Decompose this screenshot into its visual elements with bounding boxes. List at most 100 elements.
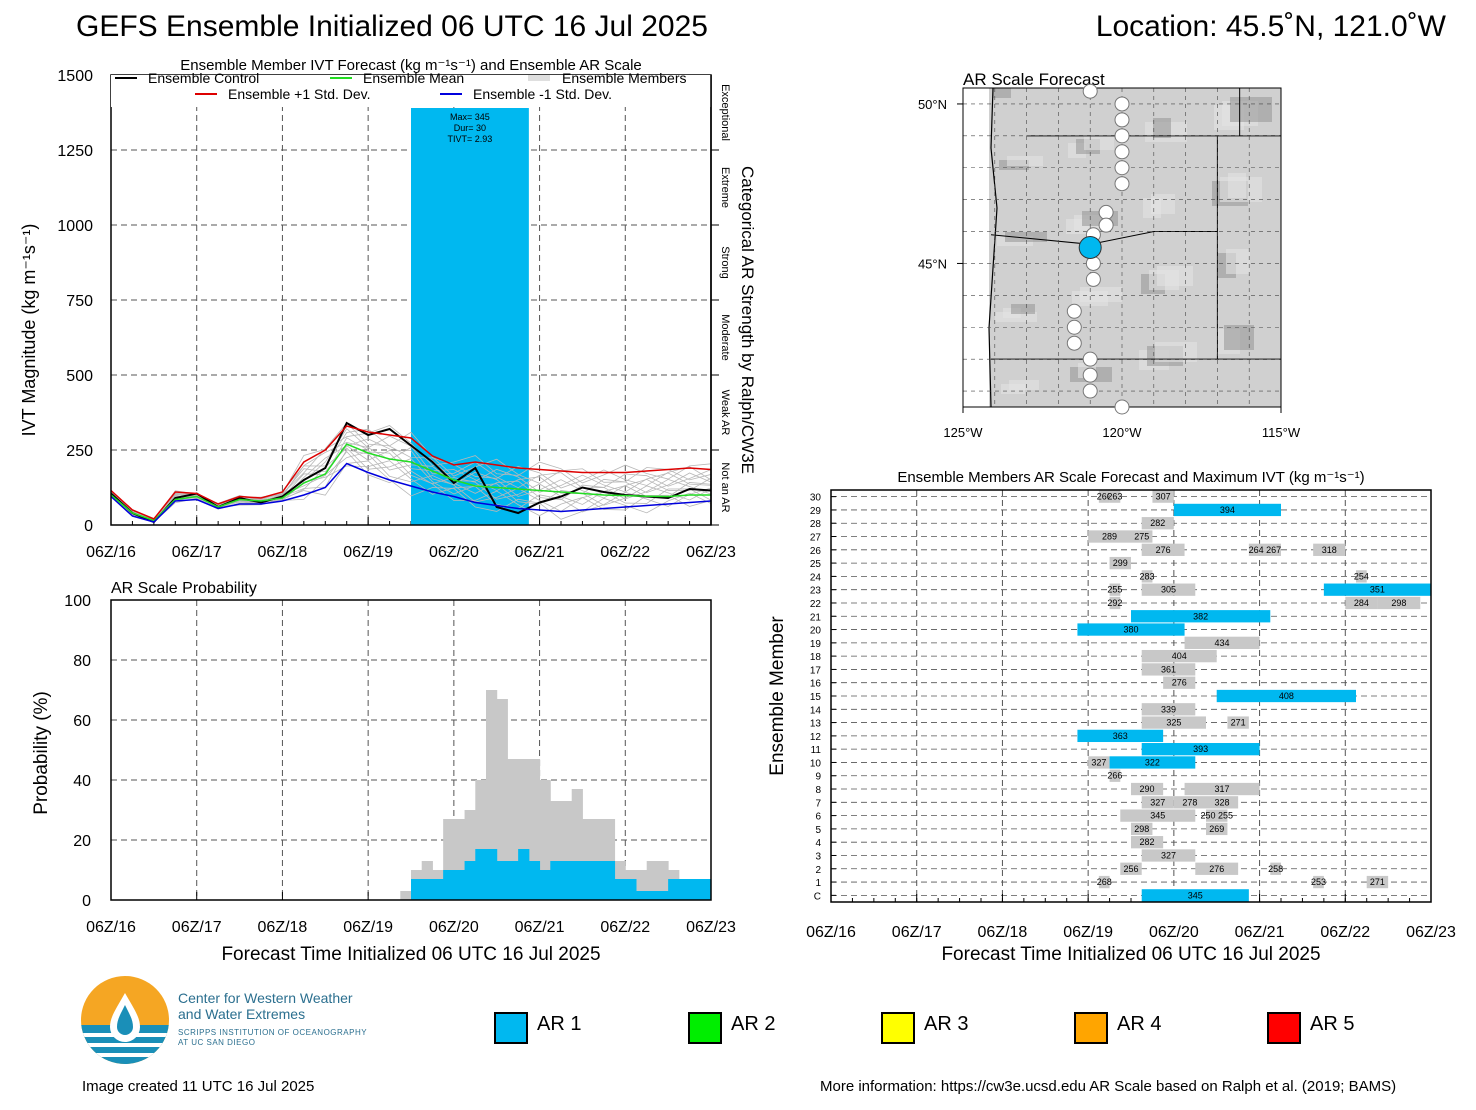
members-segment-label: 318: [1322, 545, 1337, 555]
members-row-label: 12: [810, 732, 822, 743]
ivt-series-line: [110, 421, 712, 524]
members-segment: [1109, 583, 1121, 596]
map-trajectory-point: [1082, 351, 1098, 367]
prob-bar-any: [496, 699, 508, 900]
members-segment: [1131, 610, 1271, 623]
members-segment: [1141, 649, 1217, 663]
ivt-legend-label-members: Ensemble Members: [562, 70, 687, 86]
members-segment: [1109, 596, 1121, 610]
members-segment-label: 266: [1097, 492, 1112, 502]
members-segment-label: 276: [1156, 545, 1171, 555]
ivt-series-line: [110, 443, 711, 522]
logo-text: Center for Western Weather and Water Extr…: [178, 990, 353, 1022]
members-segment: [1141, 743, 1260, 756]
members-xtick-label: 06Z/21: [1235, 924, 1285, 941]
members-segment-label: 351: [1370, 585, 1385, 595]
members-segment: [1141, 796, 1174, 809]
ivt-xtick-label: 06Z/23: [686, 544, 736, 561]
map-trajectory-point: [1114, 112, 1130, 128]
members-xtick-label: 06Z/20: [1149, 924, 1199, 941]
members-segment: [1141, 583, 1196, 596]
members-segment: [1098, 490, 1110, 503]
members-segment-label: 264 267: [1249, 545, 1282, 555]
members-segment-label: 254: [1354, 571, 1369, 581]
members-segment: [1109, 756, 1196, 769]
prob-bar-ar1: [464, 861, 476, 900]
map-coastline: [988, 87, 998, 408]
members-xtick-label: 06Z/17: [892, 924, 942, 941]
map-trajectory-point: [1114, 144, 1130, 160]
members-segment-label: 271: [1370, 877, 1385, 887]
prob-bar-ar1: [700, 879, 712, 900]
members-segment-label: 276: [1172, 678, 1187, 688]
members-segment-label: 434: [1215, 638, 1230, 648]
members-xtick-label: 06Z/16: [806, 924, 856, 941]
map-terrain-patch: [1080, 287, 1122, 302]
prob-bar-any: [582, 819, 594, 900]
members-plot-frame: [830, 489, 1432, 903]
members-segment-label: 327: [1091, 757, 1106, 767]
members-segment-label: 317: [1215, 784, 1230, 794]
members-segment: [1152, 490, 1174, 503]
prob-bar-ar1: [528, 861, 541, 900]
prob-ytick-label: 60: [73, 713, 91, 730]
main-title: GEFS Ensemble Initialized 06 UTC 16 Jul …: [76, 10, 708, 43]
members-segment: [1216, 689, 1356, 703]
prob-bar-ar1: [657, 891, 669, 900]
prob-chart-title: AR Scale Probability: [111, 580, 257, 597]
members-row-label: 8: [815, 785, 821, 796]
ivt-series-line: [110, 462, 712, 523]
prob-xtick-label: 06Z/16: [86, 919, 136, 936]
map-terrain-patch: [1228, 173, 1246, 198]
prob-bar-any: [507, 759, 519, 900]
members-segment-label: 256: [1123, 864, 1138, 874]
legend-label-ar2: AR 2: [731, 1013, 776, 1035]
members-segment-label: 271: [1231, 718, 1246, 728]
ar-scale-map: AR Scale Forecast 50°N 45°N 125°W 120°W 115°W: [918, 70, 1301, 440]
prob-bar-ar1: [443, 870, 455, 900]
prob-bar-ar1: [614, 879, 626, 900]
map-terrain-patch: [1151, 194, 1175, 214]
prob-bar-any: [561, 801, 573, 900]
prob-bar-ar1: [582, 861, 594, 900]
prob-bar-any: [443, 819, 455, 900]
prob-bar-any: [528, 759, 541, 900]
members-segment-label: 325: [1166, 718, 1181, 728]
map-lon-label: 115°W: [1262, 425, 1301, 440]
ivt-legend-label: Ensemble -1 Std. Dev.: [473, 86, 612, 102]
members-segment-label: 345: [1150, 811, 1165, 821]
ensemble-members-chart: Ensemble Members AR Scale Forecast and M…: [767, 469, 1456, 965]
members-row-label: 5: [815, 825, 821, 836]
ivt-ytick-label: 1250: [57, 143, 93, 160]
prob-plot-frame: [110, 599, 712, 901]
members-segment: [1109, 556, 1131, 570]
members-segment: [1131, 530, 1153, 543]
ivt-annotation: TIVT= 2.93: [448, 134, 493, 144]
prob-bar-ar1: [593, 861, 605, 900]
prob-bar-any: [475, 780, 487, 900]
prob-ytick-label: 40: [73, 773, 91, 790]
members-segment-label: 253: [1311, 877, 1326, 887]
prob-bar-ar1: [539, 870, 551, 900]
prob-bar-any: [550, 801, 562, 900]
members-row-label: 16: [810, 679, 822, 690]
members-segment: [1120, 862, 1142, 875]
members-row-label: 4: [815, 838, 821, 849]
map-trajectory-point: [1098, 204, 1114, 220]
prob-bar-ar1: [432, 879, 444, 900]
members-segment-label: 298: [1134, 824, 1149, 834]
ivt-series-line: [110, 425, 712, 520]
ivt-category-label: Moderate: [719, 314, 731, 360]
prob-ytick-label: 20: [73, 833, 91, 850]
legend-swatch-ar5: [1267, 1012, 1301, 1044]
members-row-label: 13: [810, 719, 822, 730]
ivt-ytick-label: 1000: [57, 218, 93, 235]
legend-label-ar5: AR 5: [1310, 1013, 1355, 1035]
members-segment-label: 393: [1193, 744, 1208, 754]
members-row-label: 24: [810, 572, 822, 583]
prob-xtick-label: 06Z/21: [515, 919, 565, 936]
legend-label-ar1: AR 1: [537, 1013, 582, 1035]
members-segment: [1227, 716, 1249, 729]
map-terrain-patch: [1155, 342, 1197, 362]
ivt-xtick-label: 06Z/19: [343, 544, 393, 561]
